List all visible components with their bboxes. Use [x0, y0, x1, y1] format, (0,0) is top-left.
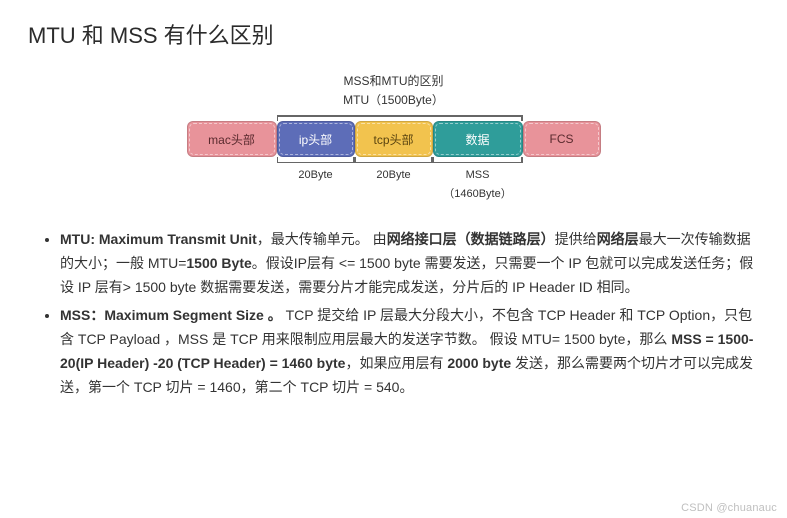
t: 网络层 — [597, 231, 639, 247]
diagram: MSS和MTU的区别 MTU（1500Byte） mac头部ip头部tcp头部数… — [28, 72, 759, 201]
mtu-term: MTU: Maximum Transmit Unit — [60, 231, 257, 247]
bottom-brackets — [187, 157, 601, 167]
segment-2: tcp头部 — [355, 121, 433, 157]
t: 提供给 — [555, 231, 597, 247]
segment-0: mac头部 — [187, 121, 277, 157]
bullet-list: MTU: Maximum Transmit Unit，最大传输单元。 由网络接口… — [28, 227, 759, 400]
bottom-label: 20Byte — [355, 169, 433, 181]
page-title: MTU 和 MSS 有什么区别 — [28, 18, 759, 50]
mss-term: MSS：Maximum Segment Size 。 — [60, 307, 282, 323]
t: 1500 Byte — [186, 255, 251, 271]
diagram-top-label: MSS和MTU的区别 — [344, 72, 444, 89]
t: ，如果应用层有 — [345, 355, 447, 371]
diagram-mtu-label: MTU（1500Byte） — [343, 91, 444, 108]
bottom-label: MSS — [433, 169, 523, 181]
t: ，最大传输单元。 由 — [257, 231, 387, 247]
t: 2000 byte — [447, 355, 511, 371]
segment-4: FCS — [523, 121, 601, 157]
bullet-mss: MSS：Maximum Segment Size 。 TCP 提交给 IP 层最… — [60, 303, 759, 399]
t: 网络接口层（数据链路层） — [387, 231, 555, 247]
watermark: CSDN @chuanauc — [681, 502, 777, 514]
mss-bytes-label: （1460Byte） — [187, 185, 601, 201]
bottom-labels: 20Byte20ByteMSS — [187, 169, 601, 185]
bullet-mtu: MTU: Maximum Transmit Unit，最大传输单元。 由网络接口… — [60, 227, 759, 299]
mtu-bracket — [187, 111, 601, 121]
segment-row: mac头部ip头部tcp头部数据FCS — [187, 121, 601, 157]
segment-3: 数据 — [433, 121, 523, 157]
bottom-label: 20Byte — [277, 169, 355, 181]
segment-1: ip头部 — [277, 121, 355, 157]
